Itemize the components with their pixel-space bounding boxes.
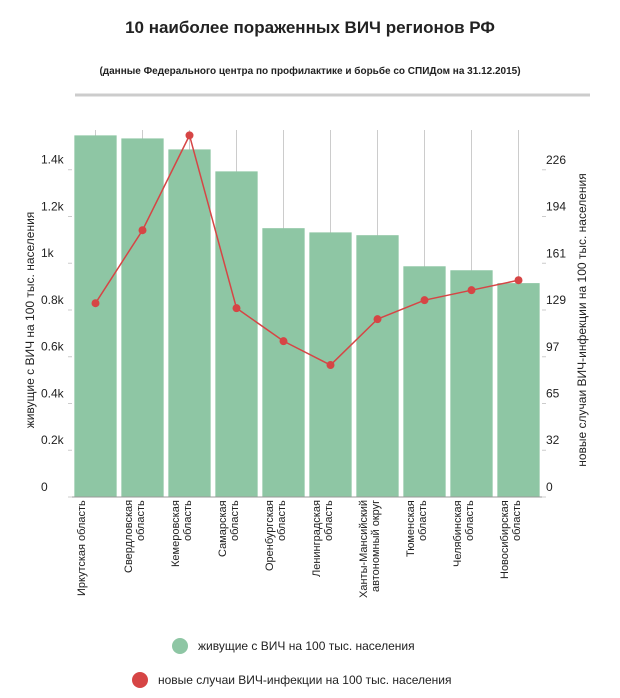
y-tick-label: 1k (41, 246, 55, 260)
bar (168, 149, 211, 497)
x-tick-label: Кемеровская область (169, 500, 194, 567)
x-tick-label: Ханты-Мансийский автономный округ (357, 499, 382, 598)
bar (497, 283, 540, 497)
x-tick-label: Челябинская область (451, 500, 476, 567)
y-tick-label: 0.4k (41, 386, 65, 400)
line-point (514, 276, 523, 285)
line-point (373, 315, 382, 324)
x-tick-label: Свердловская область (122, 500, 147, 574)
x-tick-label: Иркутская область (75, 500, 88, 596)
bar (215, 171, 258, 497)
line (94, 133, 519, 366)
line-point (279, 337, 288, 346)
y-tick-label: 1.2k (41, 199, 65, 213)
y2-tick-label: 97 (546, 340, 560, 354)
line-point (138, 226, 147, 235)
legend-marker (132, 672, 148, 688)
y-tick-label: 0.8k (41, 293, 65, 307)
y2-tick-label: 194 (546, 200, 566, 214)
x-tick-label: Тюменская область (404, 500, 429, 557)
line-point (185, 131, 194, 140)
y2-tick-label: 161 (546, 246, 566, 260)
x-tick-label: Оренбургская область (263, 500, 288, 571)
legend-label: новые случаи ВИЧ-инфекции на 100 тыс. на… (158, 673, 452, 687)
legend-label: живущие с ВИЧ на 100 тыс. населения (198, 639, 415, 653)
y2-tick-label: 65 (546, 386, 560, 400)
bar (356, 235, 399, 497)
bar (121, 138, 164, 497)
y2-tick-label: 129 (546, 293, 566, 307)
line-point (91, 299, 100, 308)
y2-axis-title: новые случаи ВИЧ-инфекции на 100 тыс. на… (575, 173, 589, 467)
bar (403, 266, 446, 497)
y2-tick-label: 32 (546, 433, 560, 447)
line-point (420, 296, 429, 305)
y-axis-title: живущие с ВИЧ на 100 тыс. населения (23, 212, 37, 429)
y-tick-label: 1.4k (41, 153, 65, 167)
line-point (326, 361, 335, 370)
line-point (467, 286, 476, 295)
y-tick-label: 0.6k (41, 340, 65, 354)
bar (262, 228, 305, 497)
y2-tick-label: 226 (546, 153, 566, 167)
legend-marker (172, 638, 188, 654)
bar (74, 135, 117, 497)
chart-subtitle: (данные Федерального центра по профилакт… (99, 65, 520, 77)
y-tick-label: 0 (41, 480, 48, 494)
x-tick-label: Самарская область (216, 500, 241, 557)
line-point (232, 304, 241, 313)
x-tick-label: Новосибирская область (498, 500, 523, 579)
chart-title: 10 наиболее пораженных ВИЧ регионов РФ (125, 18, 495, 37)
bar (450, 270, 493, 497)
y-tick-label: 0.2k (41, 433, 65, 447)
y2-tick-label: 0 (546, 480, 553, 494)
x-tick-label: Ленинградская область (310, 500, 335, 577)
